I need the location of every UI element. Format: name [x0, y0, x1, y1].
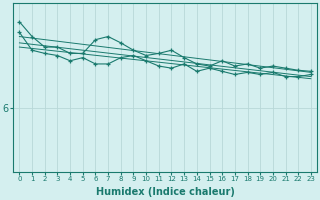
X-axis label: Humidex (Indice chaleur): Humidex (Indice chaleur) — [96, 187, 235, 197]
